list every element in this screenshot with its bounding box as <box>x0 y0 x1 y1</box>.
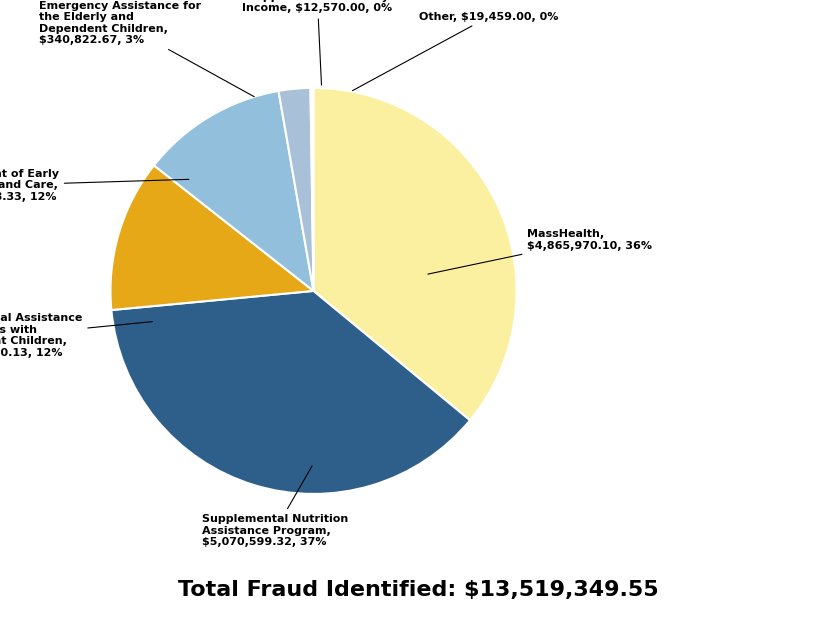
Text: Department of Early
Education and Care,
$1,572,578.33, 12%: Department of Early Education and Care, … <box>0 169 189 202</box>
Text: Transitional Assistance
to Families with
Dependent Children,
$1,637,350.13, 12%: Transitional Assistance to Families with… <box>0 313 152 358</box>
Wedge shape <box>278 88 314 291</box>
Text: Total Fraud Identified: $13,519,349.55: Total Fraud Identified: $13,519,349.55 <box>178 581 658 600</box>
Text: Supplemental Security
Income, $12,570.00, 0%: Supplemental Security Income, $12,570.00… <box>242 0 393 85</box>
Text: MassHealth,
$4,865,970.10, 36%: MassHealth, $4,865,970.10, 36% <box>428 230 652 274</box>
Text: Emergency Assistance for
the Elderly and
Dependent Children,
$340,822.67, 3%: Emergency Assistance for the Elderly and… <box>39 1 254 97</box>
Text: Other, $19,459.00, 0%: Other, $19,459.00, 0% <box>353 12 558 90</box>
Wedge shape <box>154 91 314 291</box>
Wedge shape <box>110 165 314 310</box>
Wedge shape <box>314 88 517 420</box>
Text: Supplemental Nutrition
Assistance Program,
$5,070,599.32, 37%: Supplemental Nutrition Assistance Progra… <box>201 466 348 547</box>
Wedge shape <box>111 291 470 494</box>
Wedge shape <box>310 88 314 291</box>
Wedge shape <box>312 88 314 291</box>
